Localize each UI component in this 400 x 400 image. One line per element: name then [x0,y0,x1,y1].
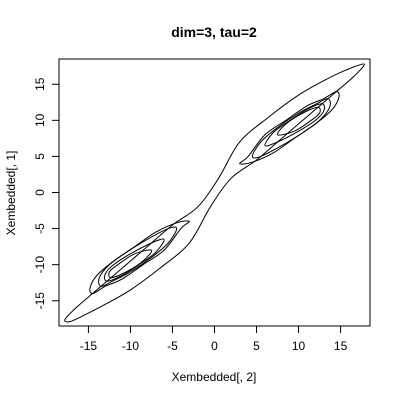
x-axis-label: Xembedded[, 2] [172,370,257,384]
y-tick-label: 5 [33,153,47,160]
series-line-6 [89,220,190,295]
y-tick-label: -10 [33,256,47,274]
series-line-8 [104,238,165,282]
x-axis: -15 -10 -5 0 5 10 15 [80,325,348,353]
series-line-2 [239,90,340,165]
x-tick-label: -5 [167,339,178,353]
y-tick-label: -5 [33,223,47,234]
y-axis-label: Xembedded[, 1] [4,151,18,236]
y-axis: -15 -10 -5 0 5 10 15 [33,77,60,310]
series-line-4 [264,103,325,147]
chart-title: dim=3, tau=2 [171,24,257,40]
series-line-9 [108,249,153,279]
y-tick-label: 10 [33,113,47,127]
x-tick-label: 0 [211,339,218,353]
series-line-1 [64,63,365,323]
x-tick-label: -15 [80,339,98,353]
x-tick-label: 15 [334,339,348,353]
series-line-5 [276,106,321,136]
x-tick-label: 10 [292,339,306,353]
series-line-3 [251,98,331,159]
y-tick-label: 0 [33,189,47,196]
y-tick-label: -15 [33,292,47,310]
series-line-7 [98,226,178,287]
plot-area [64,63,365,323]
y-tick-label: 15 [33,77,47,91]
x-tick-label: -10 [122,339,140,353]
x-tick-label: 5 [253,339,260,353]
